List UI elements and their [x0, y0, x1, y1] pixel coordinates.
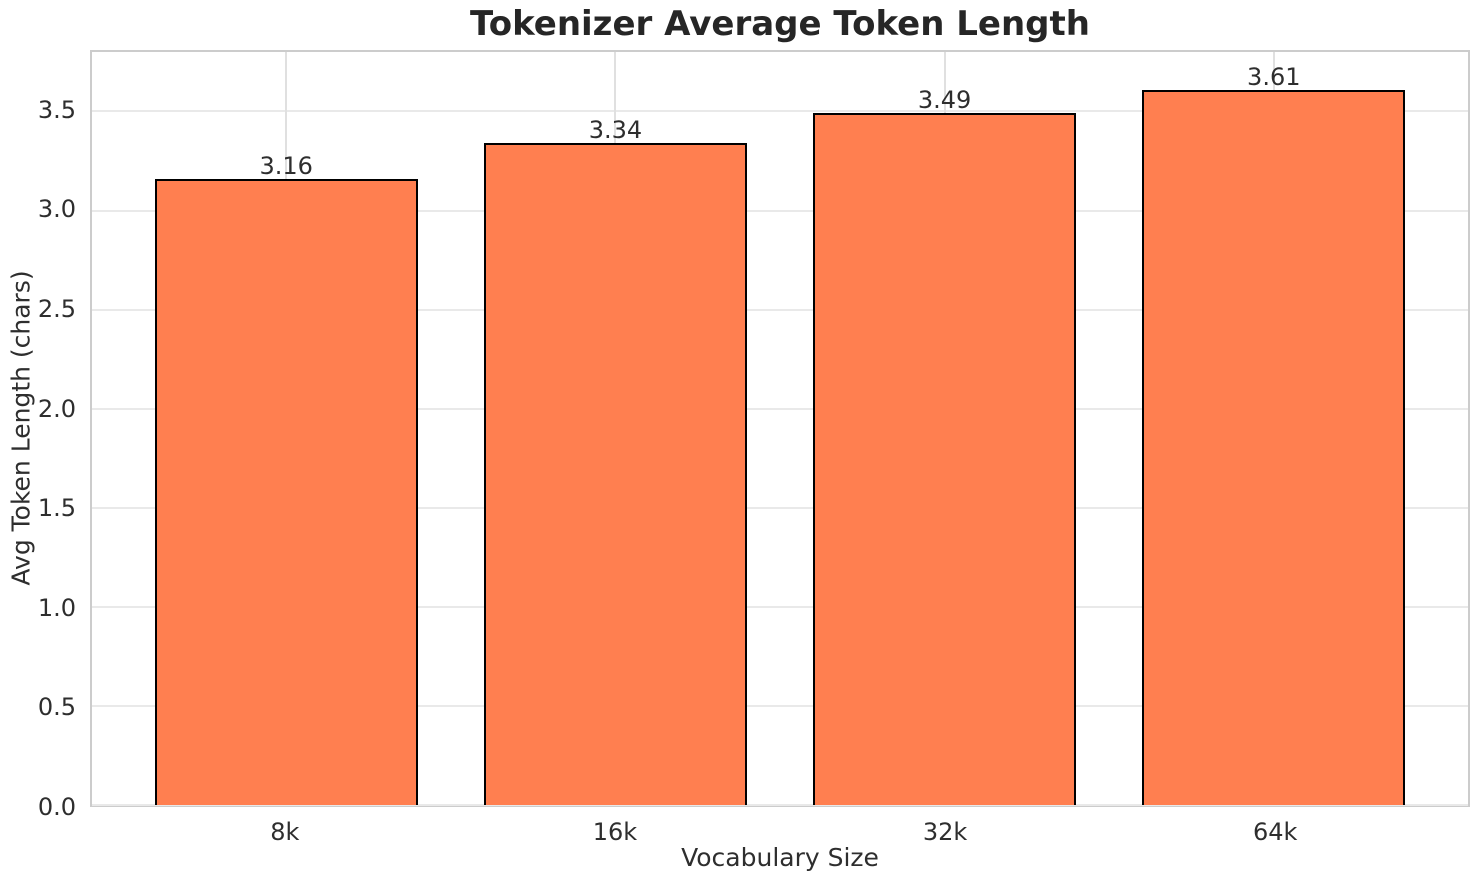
bar-value-label: 3.61	[1247, 62, 1301, 91]
bar-value-label: 3.34	[588, 116, 643, 145]
x-tick-label: 32k	[922, 818, 968, 846]
y-tick-label: 0.5	[37, 693, 76, 722]
y-tick-label: 3.0	[37, 195, 76, 224]
plot-area: 3.16 3.34 3.49 3.61	[90, 50, 1470, 807]
horizontal-gridline	[92, 308, 1468, 311]
y-tick-label: 1.0	[37, 593, 76, 622]
x-tick-label: 16k	[592, 818, 638, 846]
x-axis-label: Vocabulary Size	[681, 843, 879, 872]
bar-64k	[1142, 89, 1406, 805]
horizontal-gridline	[92, 704, 1468, 707]
y-tick-label: 2.5	[37, 294, 76, 323]
chart-title: Tokenizer Average Token Length	[470, 4, 1090, 44]
y-tick-label: 0.0	[37, 793, 76, 821]
horizontal-gridline	[92, 407, 1468, 410]
y-tick-label: 3.5	[37, 95, 76, 124]
horizontal-gridline	[92, 605, 1468, 608]
bar-value-label: 3.49	[917, 86, 972, 115]
bar-32k	[812, 113, 1077, 805]
horizontal-gridline	[92, 804, 1468, 806]
x-axis-ticks: 8k 16k 32k 64k	[90, 807, 1470, 847]
horizontal-gridline	[92, 110, 1468, 113]
y-axis-ticks: 0.0 0.5 1.0 1.5 2.0 2.5 3.0 3.5	[0, 50, 76, 819]
horizontal-gridline	[92, 506, 1468, 509]
bar-8k	[154, 178, 418, 805]
x-tick-label: 8k	[270, 818, 300, 846]
y-tick-label: 1.5	[37, 494, 76, 523]
bar-16k	[483, 143, 748, 805]
x-tick-label: 64k	[1252, 818, 1298, 846]
horizontal-gridline	[92, 209, 1468, 212]
y-tick-label: 2.0	[37, 394, 76, 423]
bar-value-label: 3.16	[259, 151, 313, 180]
